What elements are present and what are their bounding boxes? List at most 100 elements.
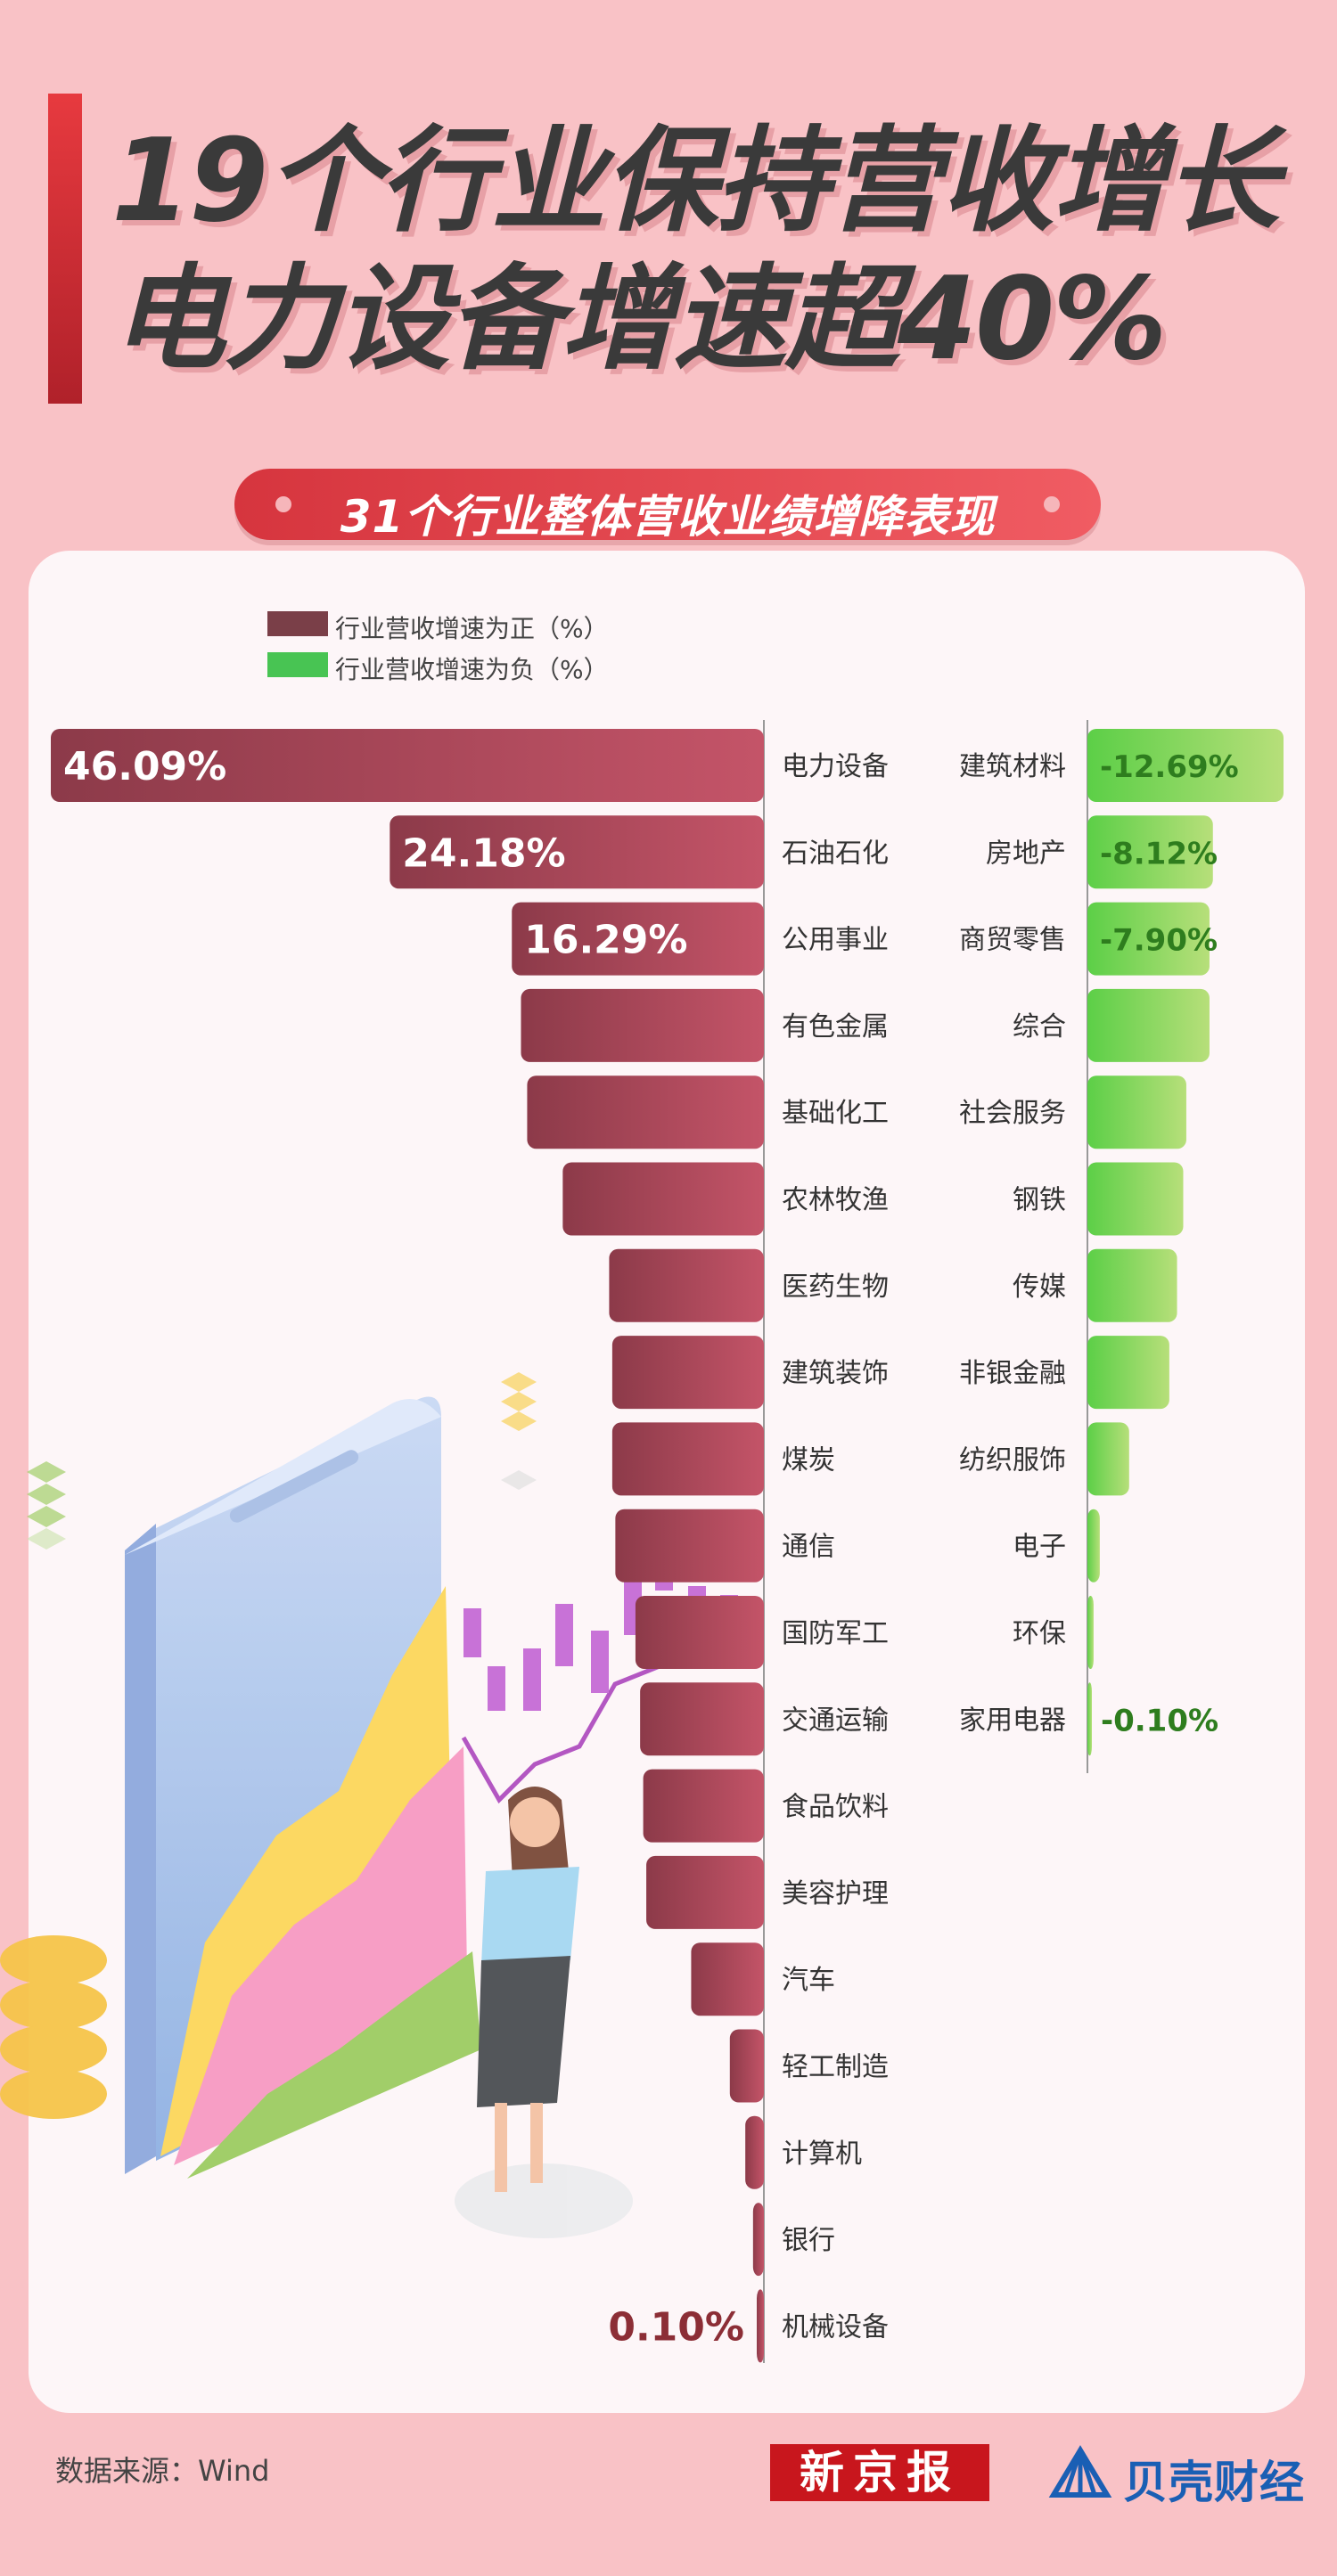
candle-1 <box>463 1608 481 1657</box>
coin-4 <box>0 2069 107 2119</box>
diamond-g1 <box>27 1461 66 1483</box>
category-label-negative-1: 建筑材料 <box>959 751 1066 782</box>
bar-negative-11 <box>1087 1596 1094 1669</box>
diamond-g3 <box>27 1506 66 1527</box>
bar-negative-12 <box>1087 1682 1092 1756</box>
candle-4 <box>555 1604 573 1666</box>
category-label-positive-7: 医药生物 <box>782 1272 889 1303</box>
pill-dot-left <box>275 496 291 512</box>
diamond-y1 <box>501 1372 537 1392</box>
category-label-negative-6: 钢铁 <box>1013 1185 1066 1216</box>
category-label-positive-1: 电力设备 <box>782 751 889 782</box>
bar-negative-3 <box>1087 902 1210 976</box>
value-label-negative-1: -12.69% <box>1100 749 1239 785</box>
category-label-negative-2: 房地产 <box>986 838 1066 869</box>
value-label-positive-3: 16.29% <box>524 918 687 963</box>
bar-positive-17 <box>745 2115 764 2189</box>
category-label-negative-10: 电子 <box>1013 1532 1066 1563</box>
bar-negative-4 <box>1087 988 1210 1062</box>
category-label-positive-12: 交通运输 <box>782 1705 889 1736</box>
legend-negative-swatch <box>267 652 328 677</box>
diamond-g4 <box>27 1528 66 1550</box>
illustration-person-leg-left <box>495 2103 507 2192</box>
value-label-positive-19: 0.10% <box>608 2304 744 2350</box>
bar-negative-8 <box>1087 1336 1169 1410</box>
bar-positive-9 <box>611 1422 764 1496</box>
illustration-phone-speaker <box>229 1450 359 1523</box>
coin-3 <box>0 2024 107 2074</box>
bar-positive-16 <box>729 2029 764 2103</box>
category-label-positive-2: 石油石化 <box>782 838 889 869</box>
illustration-person-leg-right <box>530 2103 543 2183</box>
legend-negative-label: 行业营收增速为负（%） <box>335 655 609 684</box>
illustration-group <box>0 1372 738 2238</box>
bar-negative-9 <box>1087 1422 1129 1496</box>
bar-negative-10 <box>1087 1509 1100 1582</box>
illustration-phone-side <box>125 1524 156 2174</box>
bar-negative-1 <box>1087 729 1284 802</box>
bar-positive-7 <box>609 1248 764 1322</box>
category-label-negative-7: 传媒 <box>1013 1272 1066 1303</box>
value-label-negative-12: -0.10% <box>1101 1703 1218 1738</box>
category-label-positive-4: 有色金属 <box>782 1011 889 1043</box>
category-label-negative-3: 商贸零售 <box>959 925 1066 956</box>
candle-3 <box>523 1648 541 1711</box>
bar-positive-13 <box>643 1769 764 1843</box>
bar-negative-5 <box>1087 1075 1186 1149</box>
diamond-y4 <box>501 1470 537 1490</box>
xjb-logo: 新京报 <box>770 2444 989 2501</box>
bar-positive-3 <box>512 902 764 976</box>
category-label-positive-15: 汽车 <box>782 1965 835 1996</box>
bar-positive-4 <box>521 988 764 1062</box>
category-label-positive-10: 通信 <box>782 1532 835 1563</box>
category-label-positive-14: 美容护理 <box>782 1878 889 1910</box>
value-label-positive-1: 46.09% <box>63 744 226 789</box>
diamond-y3 <box>501 1411 537 1431</box>
bar-negative-6 <box>1087 1162 1184 1236</box>
category-label-positive-13: 食品饮料 <box>782 1792 889 1823</box>
page-title-line1: 19个行业保持营收增长 <box>111 115 1279 248</box>
candle-5 <box>591 1631 609 1693</box>
category-label-negative-11: 环保 <box>1013 1618 1066 1649</box>
category-label-negative-12: 家用电器 <box>959 1705 1066 1736</box>
category-label-positive-6: 农林牧渔 <box>782 1185 889 1216</box>
chart-subtitle: 31个行业整体营收业绩增降表现 <box>340 491 996 543</box>
candle-2 <box>488 1666 505 1711</box>
bar-negative-7 <box>1087 1248 1177 1322</box>
illustration-coins <box>0 1935 107 2119</box>
pill-dot-right <box>1044 496 1060 512</box>
category-label-positive-5: 基础化工 <box>782 1098 889 1129</box>
illustration-phone-top <box>125 1399 441 1555</box>
bar-positive-2 <box>390 815 764 889</box>
category-label-negative-9: 纺织服饰 <box>959 1444 1066 1476</box>
bar-positive-10 <box>615 1509 764 1582</box>
category-label-positive-16: 轻工制造 <box>782 2052 889 2083</box>
illustration-person-head <box>510 1797 560 1847</box>
coin-2 <box>0 1980 107 2030</box>
category-label-positive-9: 煤炭 <box>782 1444 835 1476</box>
beike-logo-text: 贝壳财经 <box>1123 2457 1305 2508</box>
illustration-person-skirt <box>477 1956 570 2107</box>
category-label-positive-8: 建筑装饰 <box>782 1358 889 1389</box>
illustration-diamonds-green <box>27 1461 66 1550</box>
illustration-person-shirt <box>481 1867 579 1965</box>
category-label-positive-18: 银行 <box>782 2225 835 2256</box>
bar-positive-5 <box>527 1075 764 1149</box>
category-label-positive-3: 公用事业 <box>782 925 889 956</box>
bar-positive-19 <box>757 2289 764 2363</box>
bar-positive-11 <box>635 1596 764 1669</box>
bar-positive-15 <box>691 1942 764 2016</box>
legend-positive-swatch <box>267 611 328 636</box>
chart-subtitle-pill: 31个行业整体营收业绩增降表现 <box>234 469 1101 543</box>
illustration-floor-shadow <box>455 2163 633 2238</box>
value-label-positive-2: 24.18% <box>402 830 565 876</box>
category-label-positive-17: 计算机 <box>782 2138 862 2170</box>
page-title-line2: 电力设备增速超40% <box>111 253 1167 386</box>
data-source: 数据来源：Wind <box>55 2454 270 2488</box>
category-label-negative-4: 综合 <box>1013 1011 1066 1043</box>
bar-positive-14 <box>646 1855 764 1929</box>
category-label-positive-11: 国防军工 <box>782 1618 889 1649</box>
illustration-chart-green <box>187 1951 481 2179</box>
beike-shell-icon <box>1048 2445 1112 2498</box>
